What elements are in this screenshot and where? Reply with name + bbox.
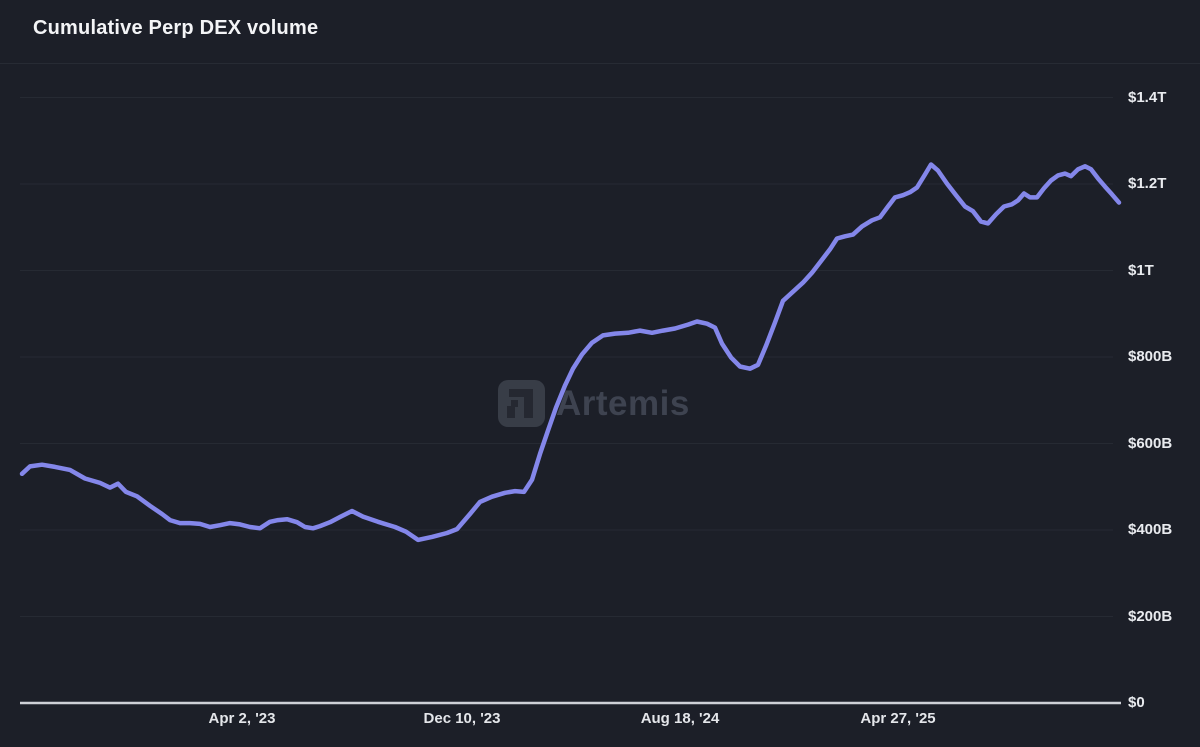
y-tick-label-600b: $600B [1128,434,1173,452]
cumulative-volume-series-line [19,162,1122,543]
y-tick-label-1-2t: $1.2T [1128,175,1167,192]
header-divider [0,63,1200,64]
y-tick-label-1t: $1T [1128,261,1154,279]
x-tick-label-aug-18-24: Aug 18, '24 [640,710,720,727]
y-tick-label-200b: $200B [1128,607,1173,625]
y-tick-label-800b: $800B [1128,348,1173,365]
y-tick-label-0: $0 [1128,694,1145,711]
chart-title: Cumulative Perp DEX volume [33,17,319,39]
x-tick-label-apr-27-25: Apr 27, '25 [860,710,936,727]
y-tick-label-400b: $400B [1128,521,1173,538]
y-tick-label-1-4t: $1.4T [1128,88,1167,106]
x-tick-label-dec-10-23: Dec 10, '23 [423,710,501,727]
x-tick-label-apr-2-23: Apr 2, '23 [208,710,276,727]
